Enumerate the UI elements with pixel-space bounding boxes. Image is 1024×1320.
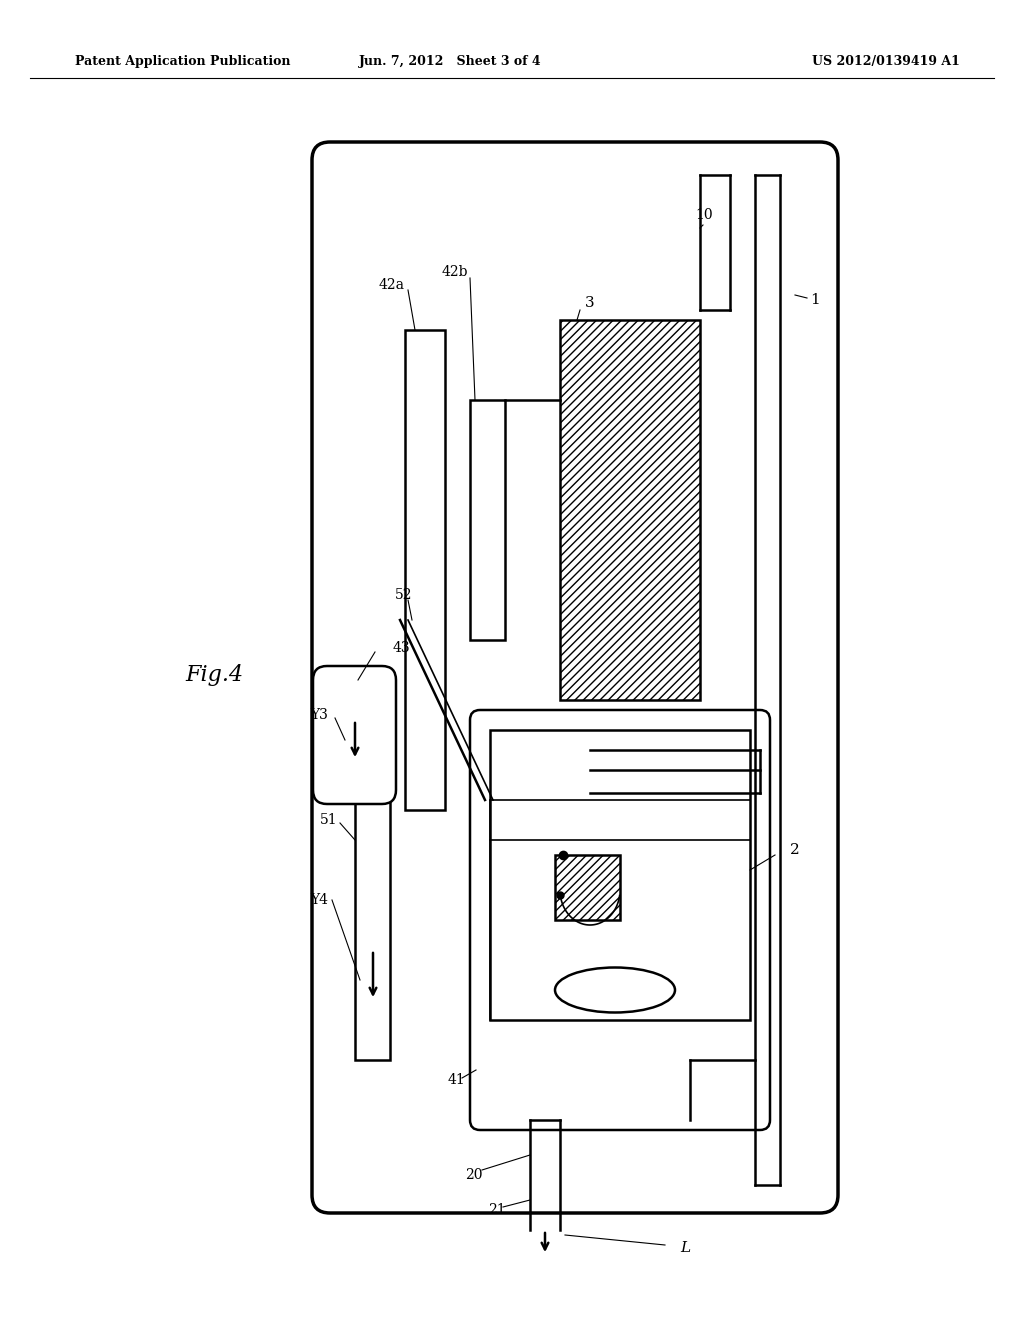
- Text: 43: 43: [393, 642, 411, 655]
- Bar: [490, 730, 750, 1020]
- Text: Patent Application Publication: Patent Application Publication: [75, 55, 291, 69]
- Text: 3: 3: [585, 296, 595, 310]
- Text: Fig.4: Fig.4: [185, 664, 243, 686]
- Text: 41: 41: [449, 1073, 466, 1086]
- Text: 51: 51: [319, 813, 338, 828]
- Bar: [470, 400, 505, 640]
- Text: 2: 2: [790, 843, 800, 857]
- Text: 52: 52: [395, 587, 413, 602]
- Bar: [355, 719, 390, 1060]
- Text: 42b: 42b: [441, 265, 468, 279]
- Text: 21: 21: [488, 1203, 506, 1217]
- Text: Y4: Y4: [310, 894, 328, 907]
- Text: Y3: Y3: [310, 708, 328, 722]
- Text: 1: 1: [810, 293, 820, 308]
- Text: L: L: [680, 1241, 690, 1255]
- Ellipse shape: [555, 968, 675, 1012]
- FancyBboxPatch shape: [313, 667, 396, 804]
- Text: 42a: 42a: [379, 279, 406, 292]
- Text: Jun. 7, 2012   Sheet 3 of 4: Jun. 7, 2012 Sheet 3 of 4: [358, 55, 542, 69]
- Bar: [555, 855, 620, 920]
- Bar: [560, 319, 700, 700]
- Text: 10: 10: [695, 209, 713, 222]
- Bar: [406, 330, 445, 810]
- Text: US 2012/0139419 A1: US 2012/0139419 A1: [812, 55, 961, 69]
- FancyBboxPatch shape: [470, 710, 770, 1130]
- Text: 20: 20: [465, 1168, 482, 1181]
